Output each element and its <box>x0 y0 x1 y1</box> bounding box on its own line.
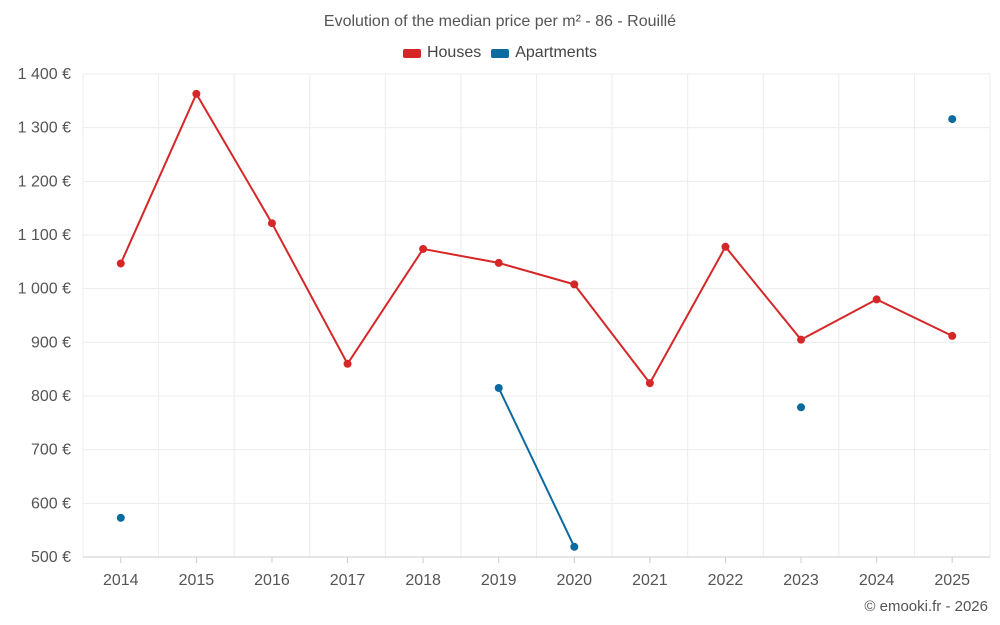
y-tick-label: 900 € <box>31 334 71 351</box>
data-point-apartments <box>948 115 957 124</box>
x-tick-label: 2022 <box>708 572 744 589</box>
y-tick-label: 600 € <box>31 495 71 512</box>
legend: Houses Apartments <box>0 44 1000 62</box>
grid <box>82 73 991 558</box>
x-tick-label: 2018 <box>405 572 441 589</box>
legend-label-houses: Houses <box>426 44 482 61</box>
x-tick-label: 2025 <box>934 572 970 589</box>
y-tick-label: 1 100 € <box>18 227 71 244</box>
data-point-houses <box>570 280 579 289</box>
series-line-houses <box>724 245 803 341</box>
data-point-houses <box>267 219 276 228</box>
series-line-houses <box>119 92 198 265</box>
legend-swatch-apartments <box>491 48 510 58</box>
data-point-houses <box>797 335 806 344</box>
x-tick-label: 2016 <box>254 572 290 589</box>
legend-label-apartments: Apartments <box>515 44 598 61</box>
series-apartments <box>116 115 957 551</box>
series-line-houses <box>648 245 727 385</box>
legend-item-apartments[interactable]: Apartments <box>491 44 597 62</box>
x-tick-label: 2015 <box>179 572 215 589</box>
y-tick-label: 1 000 € <box>18 281 71 298</box>
series <box>116 89 957 551</box>
data-point-apartments <box>570 542 579 551</box>
series-line-houses <box>195 92 273 225</box>
y-tick-label: 500 € <box>31 549 71 566</box>
x-tick-label: 2017 <box>330 572 366 589</box>
y-tick-label: 1 400 € <box>18 66 71 83</box>
series-line-houses <box>573 283 651 385</box>
x-tick-label: 2021 <box>632 572 668 589</box>
data-point-apartments <box>116 513 125 522</box>
data-point-houses <box>419 244 428 253</box>
y-tick-label: 1 200 € <box>18 173 71 190</box>
data-point-houses <box>116 259 125 268</box>
y-tick-label: 800 € <box>31 388 71 405</box>
series-houses <box>116 89 957 388</box>
series-line-houses <box>270 222 349 365</box>
data-point-houses <box>645 379 654 388</box>
data-point-houses <box>872 295 881 304</box>
data-point-apartments <box>797 403 806 412</box>
y-tick-label: 700 € <box>31 442 71 459</box>
y-tick-label: 1 300 € <box>18 120 71 137</box>
series-line-houses <box>800 298 878 341</box>
data-point-apartments <box>494 383 503 392</box>
legend-swatch-houses <box>402 48 421 58</box>
series-line-apartments <box>497 386 576 548</box>
x-tick-label: 2019 <box>481 572 517 589</box>
legend-item-houses[interactable]: Houses <box>402 44 482 62</box>
x-tick-label: 2023 <box>783 572 819 589</box>
data-point-houses <box>494 258 503 267</box>
series-line-houses <box>875 298 954 337</box>
series-line-houses <box>497 261 576 286</box>
x-tick-label: 2020 <box>556 572 592 589</box>
chart-title: Evolution of the median price per m² - 8… <box>323 13 677 30</box>
credit-text: © emooki.fr - 2026 <box>864 598 988 615</box>
data-point-houses <box>192 89 201 98</box>
axes: 500 € 600 € 700 € 800 € 900 € 1 000 € 1 100 € 1… <box>18 66 990 589</box>
data-point-houses <box>948 331 957 340</box>
series-line-houses <box>422 247 500 264</box>
x-tick-label: 2014 <box>103 572 139 589</box>
data-point-houses <box>343 359 352 368</box>
x-tick-label: 2024 <box>859 572 895 589</box>
data-point-houses <box>721 242 730 251</box>
series-line-houses <box>346 247 425 365</box>
